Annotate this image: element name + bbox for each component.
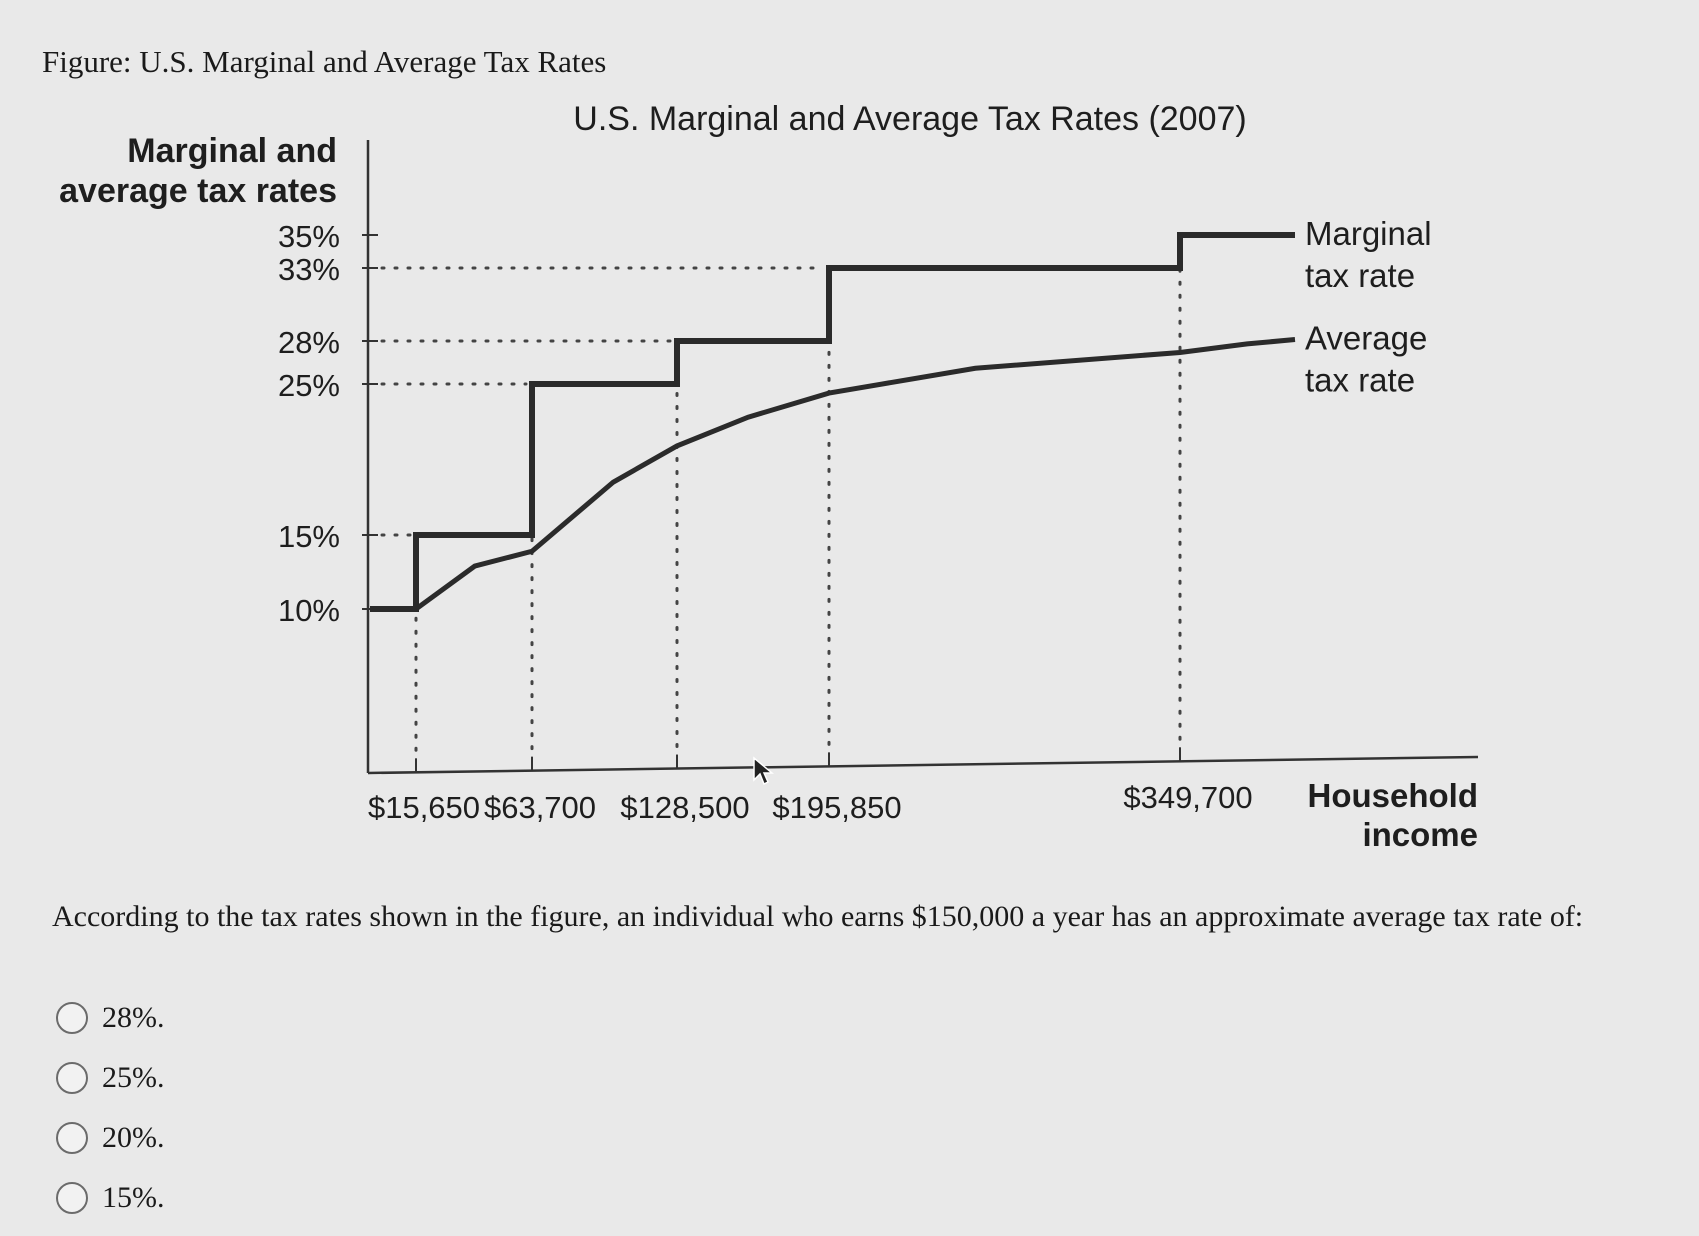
y-axis-label-line-1: Marginal and [127, 132, 337, 170]
x-tick-label: $128,500 [620, 790, 749, 825]
option-15[interactable]: 15%. [56, 1168, 165, 1228]
average-tax-rate-line [414, 337, 1296, 612]
option-25[interactable]: 25%. [56, 1048, 165, 1108]
option-label: 25%. [102, 1061, 165, 1094]
tax-rate-chart: U.S. Marginal and Average Tax Rates (200… [59, 100, 1479, 853]
x-tick-label: $15,650 [368, 790, 480, 825]
option-label: 15%. [102, 1181, 165, 1214]
average-series-label: tax rate [1305, 362, 1415, 399]
marginal-series-label: tax rate [1305, 257, 1415, 294]
option-28[interactable]: 28%. [56, 988, 165, 1048]
answer-options: 28%. 25%. 20%. 15%. [56, 988, 165, 1228]
mouse-cursor-icon [753, 756, 774, 786]
marginal-tax-rate-line [370, 232, 1295, 612]
y-axis-label-line-2: average tax rates [59, 172, 337, 210]
average-series-label: Average [1305, 320, 1427, 357]
x-axis-label-line-2: income [1362, 816, 1478, 853]
question-text: According to the tax rates shown in the … [52, 900, 1584, 933]
x-axis-line [367, 755, 1479, 775]
y-tick-label: 10% [278, 593, 340, 628]
option-label: 20%. [102, 1121, 165, 1154]
figure-caption: Figure: U.S. Marginal and Average Tax Ra… [42, 44, 607, 79]
y-tick-label: 25% [278, 368, 340, 403]
y-tick-label: 35% [278, 219, 340, 254]
radio-button[interactable] [56, 1062, 88, 1094]
option-label: 28%. [102, 1001, 165, 1034]
radio-button[interactable] [56, 1122, 88, 1154]
marginal-series-label: Marginal [1305, 215, 1432, 252]
x-tick-label: $63,700 [484, 790, 596, 825]
y-tick-label: 15% [278, 519, 340, 554]
y-tick-label: 33% [278, 252, 340, 287]
chart-title: U.S. Marginal and Average Tax Rates (200… [573, 100, 1246, 138]
x-axis-label-line-1: Household [1308, 777, 1479, 814]
option-20[interactable]: 20%. [56, 1108, 165, 1168]
x-tick-label: $349,700 [1123, 780, 1252, 815]
radio-button[interactable] [56, 1182, 88, 1214]
x-tick-label: $195,850 [772, 790, 901, 825]
radio-button[interactable] [56, 1002, 88, 1034]
y-tick-label: 28% [278, 325, 340, 360]
